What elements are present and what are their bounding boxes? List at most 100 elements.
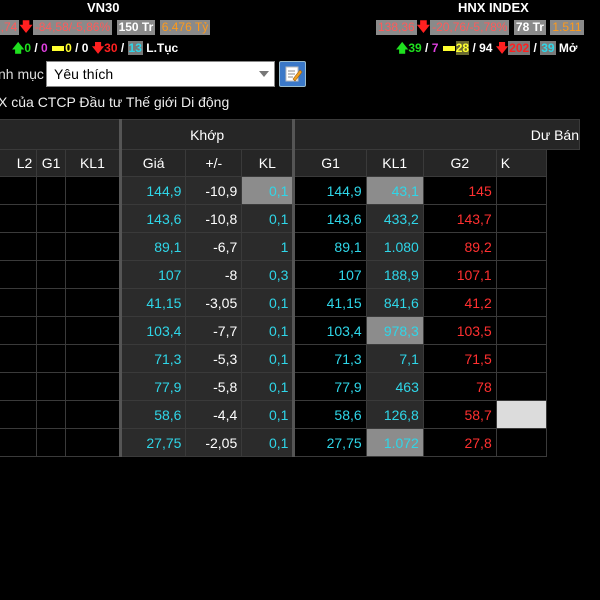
bid-kl2-cell [0,176,38,205]
change-cell: -5,8 [185,372,243,401]
bid-g1-cell [36,400,67,429]
table-row[interactable]: 41,15 -3,05 0,1 41,15 841,6 41,2 [0,288,580,317]
ask-kl1-cell: 43,1 [365,176,424,205]
edit-list-button[interactable] [279,61,306,87]
ask-g2-cell: 89,2 [422,232,497,261]
ask-g1-cell: 27,75 [292,428,367,457]
price-cell: 144,9 [118,176,187,205]
ask-kl1-cell: 126,8 [365,400,424,429]
ask-g1-cell: 103,4 [292,316,367,345]
col-kl2-ask: K [495,149,547,177]
col-kl1-bid: KL1 [65,149,121,177]
price-board-table: a Khớp Dư Bán L2 G1 KL1 Giá +/- KL G1 KL… [0,119,580,457]
chevron-down-icon[interactable] [259,71,269,77]
change-cell: -3,05 [185,288,243,317]
vn30-unchanged-count: 0 [65,41,72,55]
change-cell: -5,3 [185,344,243,373]
ask-kl2-cell [495,428,547,457]
volume-cell: 1 [241,232,295,261]
ask-g2-cell: 41,2 [422,288,497,317]
ask-kl1-cell: 188,9 [365,260,424,289]
table-row[interactable]: 107 -8 0,3 107 188,9 107,1 [0,260,580,289]
table-row[interactable]: 58,6 -4,4 0,1 58,6 126,8 58,7 [0,400,580,429]
change-cell: -10,8 [185,204,243,233]
bid-kl2-cell [0,288,38,317]
category-select-value: Yêu thích [54,66,114,82]
bid-kl1-cell [65,260,121,289]
table-row[interactable]: 143,6 -10,8 0,1 143,6 433,2 143,7 [0,204,580,233]
bid-kl1-cell [65,288,121,317]
bid-g1-cell [36,176,67,205]
ask-kl1-cell: 841,6 [365,288,424,317]
group-header-left: a [0,119,121,150]
ask-kl1-cell: 1.080 [365,232,424,261]
bid-g1-cell [36,204,67,233]
change-cell: -4,4 [185,400,243,429]
change-cell: -8 [185,260,243,289]
vn30-summary: 9,74🡇-84,58/-5,86% 150 Tr 6.476 Tỷ [0,18,211,40]
table-row[interactable]: 71,3 -5,3 0,1 71,3 7,1 71,5 [0,344,580,373]
volume-cell: 0,1 [241,288,295,317]
volume-cell: 0,1 [241,176,295,205]
col-g2-ask: G2 [422,149,497,177]
hnx-turnover: 1.511 [550,20,584,35]
vn30-unchanged-total: 0 [81,41,89,55]
price-cell: 41,15 [118,288,187,317]
hnx-value: 138,36 [376,20,417,35]
bid-kl1-cell [65,372,121,401]
col-volume: KL [241,149,295,177]
price-cell: 77,9 [118,372,187,401]
ask-g2-cell: 58,7 [422,400,497,429]
bid-kl1-cell [65,204,121,233]
table-row[interactable]: 103,4 -7,7 0,1 103,4 978,3 103,5 [0,316,580,345]
vn30-status: L.Tục [146,41,179,55]
ask-g1-cell: 58,6 [292,400,367,429]
price-cell: 58,6 [118,400,187,429]
vn30-value: 9,74 [0,20,20,35]
vn30-title: VN30 [87,0,120,15]
table-row[interactable]: 144,9 -10,9 0,1 144,9 43,1 145 [0,176,580,205]
change-cell: -2,05 [185,428,243,457]
ask-g1-cell: 77,9 [292,372,367,401]
bid-kl1-cell [65,344,121,373]
unchanged-icon [52,46,65,52]
hnx-title: HNX INDEX [458,0,529,15]
change-cell: -6,7 [185,232,243,261]
category-select[interactable]: Yêu thích [46,61,275,87]
table-row[interactable]: 77,9 -5,8 0,1 77,9 463 78 [0,372,580,401]
price-cell: 143,6 [118,204,187,233]
bid-kl2-cell [0,344,38,373]
table-row[interactable]: 89,1 -6,7 1 89,1 1.080 89,2 [0,232,580,261]
table-group-header: a Khớp Dư Bán [0,119,580,150]
vn30-ceiling-count: 0 [41,41,48,55]
down-arrow-icon: 🡇 [19,19,33,34]
category-label: nh mục [0,66,44,82]
ask-g1-cell: 143,6 [292,204,367,233]
volume-cell: 0,1 [241,372,295,401]
hnx-status: Mở [558,41,578,55]
hnx-breadth: 🡅39 / 7 28 / 94 🡇202 / 39 Mở [396,41,578,55]
price-cell: 71,3 [118,344,187,373]
table-row[interactable]: 27,75 -2,05 0,1 27,75 1.072 27,8 [0,428,580,457]
up-arrow-icon: 🡅 [396,41,409,55]
down-arrow-icon: 🡇 [91,41,105,55]
bid-kl2-cell [0,428,38,457]
bid-g1-cell [36,232,67,261]
ask-kl2-cell [495,400,547,429]
bid-kl1-cell [65,316,121,345]
table-column-header: L2 G1 KL1 Giá +/- KL G1 KL1 G2 K [0,149,580,177]
ask-kl2-cell [495,176,547,205]
bid-kl2-cell [0,260,38,289]
edit-note-icon [285,66,303,82]
hnx-summary: 138,36 🡇 -20,76/-5,78% 78 Tr 1.511 [376,18,584,40]
bid-g1-cell [36,316,67,345]
unchanged-icon [442,46,455,52]
bid-g1-cell [36,288,67,317]
ask-g1-cell: 144,9 [292,176,367,205]
ask-kl2-cell [495,260,547,289]
vn30-volume: 150 Tr [116,20,156,35]
group-header-ask: Dư Bán [292,119,580,150]
bid-kl1-cell [65,232,121,261]
ask-g1-cell: 41,15 [292,288,367,317]
bid-g1-cell [36,344,67,373]
